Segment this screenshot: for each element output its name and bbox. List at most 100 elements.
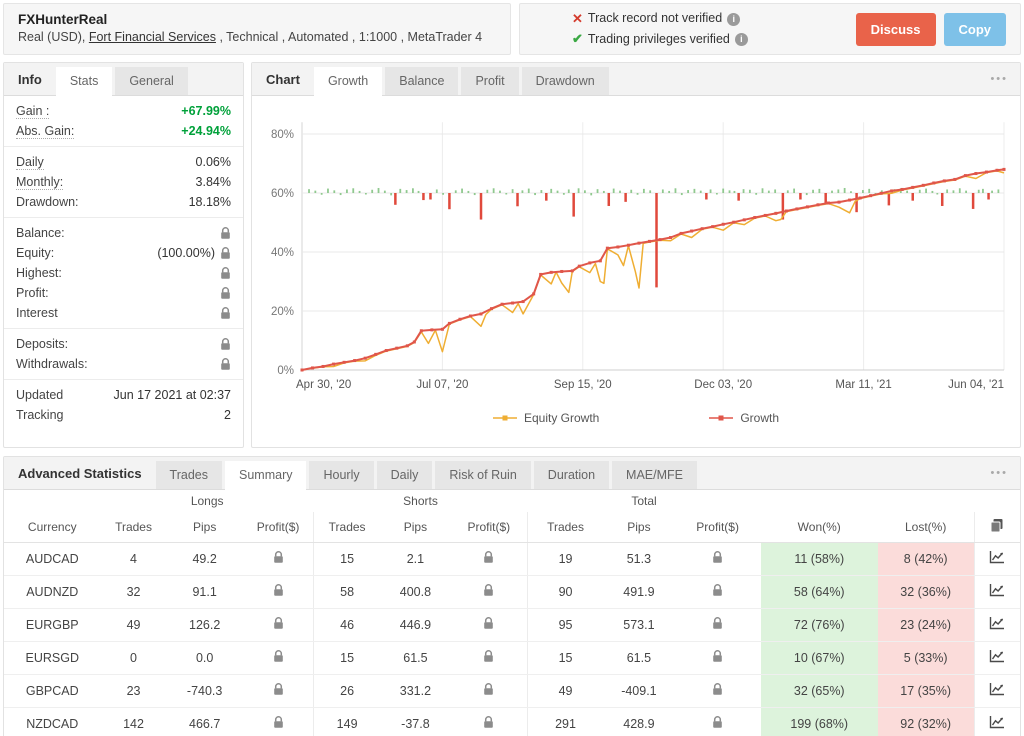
stat-row-daily: Daily 0.06% xyxy=(4,152,243,172)
growth-chart[interactable]: 0% 20% 40% 60% 80% Apr 30, '20 Jul 07, '20 Sep … xyxy=(256,104,1016,402)
chart-panel-title: Chart xyxy=(266,72,300,88)
track-record-text: Track record not verified xyxy=(587,11,723,26)
growth-chart-area: 0% 20% 40% 60% 80% Apr 30, '20 Jul 07, '20 Sep … xyxy=(252,96,1020,425)
stat-label: Drawdown: xyxy=(16,195,79,210)
info-panel: Info Stats General Gain : +67.99% Abs. Gain… xyxy=(3,62,244,449)
tab-hourly[interactable]: Hourly xyxy=(309,461,374,490)
longs-pips-cell: 126.2 xyxy=(166,608,243,642)
total-pips-cell: 573.1 xyxy=(603,608,675,642)
svg-text:40%: 40% xyxy=(271,247,294,259)
longs-trades-cell: 32 xyxy=(100,575,167,609)
tab-drawdown[interactable]: Drawdown xyxy=(521,67,609,96)
tab-general[interactable]: General xyxy=(115,67,188,96)
stat-value xyxy=(220,226,231,240)
currency-cell[interactable]: NZDCAD xyxy=(4,707,101,736)
row-chart-icon[interactable] xyxy=(989,715,1005,729)
stat-row-abs-gain: Abs. Gain: +24.94% xyxy=(4,121,243,141)
row-chart-icon[interactable] xyxy=(989,550,1005,564)
chart-options-menu-icon[interactable]: ••• xyxy=(990,73,1008,86)
lost-cell: 23 (24%) xyxy=(877,608,975,642)
currency-cell[interactable]: AUDNZD xyxy=(4,575,101,609)
check-icon: ✔ xyxy=(572,31,583,47)
lock-icon xyxy=(273,649,283,662)
stat-value xyxy=(220,337,231,351)
row-chart-icon[interactable] xyxy=(989,583,1005,597)
summary-row-audnzd: AUDNZD 32 91.1 58 400.8 90 491.9 58 (64%) 32 (36… xyxy=(4,575,1020,609)
advanced-statistics-title: Advanced Statistics xyxy=(18,466,142,482)
summary-row-eursgd: EURSGD 0 0.0 15 61.5 15 61.5 10 (67%) 5 (33%) xyxy=(4,641,1020,675)
stat-row-withdrawals: Withdrawals: xyxy=(4,354,243,374)
info-tab-strip: Stats General xyxy=(55,63,191,97)
column-header-pips-2: Pips xyxy=(166,512,243,543)
row-chart-icon[interactable] xyxy=(989,616,1005,630)
tab-trades[interactable]: Trades xyxy=(155,461,222,490)
longs-trades-cell: 142 xyxy=(100,707,167,736)
total-profit-cell xyxy=(674,608,761,642)
total-trades-cell: 90 xyxy=(526,575,604,609)
tab-duration[interactable]: Duration xyxy=(533,461,610,490)
tab-daily[interactable]: Daily xyxy=(376,461,433,490)
header-actions: Discuss Copy xyxy=(855,12,1006,46)
stat-row-highest: Highest: xyxy=(4,263,243,283)
stat-value: Jun 17 2021 at 02:37 xyxy=(113,388,231,403)
account-summary: FXHunterReal Real (USD), Fort Financial … xyxy=(3,3,511,56)
stat-label: Withdrawals: xyxy=(16,357,88,372)
advanced-statistics-panel: Advanced Statistics Trades Summary Hourly D… xyxy=(3,456,1021,736)
row-chart-icon[interactable] xyxy=(989,682,1005,696)
summary-row-nzdcad: NZDCAD 142 466.7 149 -37.8 291 428.9 199 (68%) 9… xyxy=(4,707,1020,736)
currency-cell[interactable]: EURSGD xyxy=(4,641,101,675)
compare-icon[interactable] xyxy=(990,518,1004,533)
stats-list: Gain : +67.99% Abs. Gain: +24.94% Daily 0.06%… xyxy=(4,96,243,430)
shorts-trades-cell: 149 xyxy=(313,707,380,736)
won-cell: 32 (65%) xyxy=(760,674,878,708)
tab-stats[interactable]: Stats xyxy=(55,67,113,97)
privileges-text: Trading privileges verified xyxy=(587,31,730,46)
info-icon[interactable]: i xyxy=(727,12,741,26)
lock-icon xyxy=(221,357,230,370)
lock-icon xyxy=(273,550,283,563)
legend-item-growth[interactable]: Growth xyxy=(709,411,779,425)
copy-button[interactable]: Copy xyxy=(943,12,1006,46)
tab-risk-of-ruin[interactable]: Risk of Ruin xyxy=(435,461,531,490)
chart-panel-tabs: Chart Growth Balance Profit Drawdown ••• xyxy=(252,63,1020,97)
summary-row-audcad: AUDCAD 4 49.2 15 2.1 19 51.3 11 (58%) 8 (42%) xyxy=(4,542,1020,576)
currency-cell[interactable]: EURGBP xyxy=(4,608,101,642)
tab-summary[interactable]: Summary xyxy=(225,461,307,491)
longs-pips-cell: -740.3 xyxy=(166,674,243,708)
broker-link[interactable]: Fort Financial Services xyxy=(88,30,216,44)
subtitle-prefix: Real (USD), xyxy=(18,30,89,44)
stat-group: Daily 0.06% Monthly: 3.84% Drawdown: 18.18% xyxy=(4,146,243,217)
shorts-trades-cell: 46 xyxy=(313,608,380,642)
stat-group: Deposits: Withdrawals: xyxy=(4,328,243,379)
tab-growth[interactable]: Growth xyxy=(313,67,383,97)
longs-profit-cell xyxy=(242,575,314,609)
stat-row-drawdown: Drawdown: 18.18% xyxy=(4,192,243,212)
stat-row-equity: Equity: (100.00%) xyxy=(4,243,243,263)
svg-text:Jun 04, '21: Jun 04, '21 xyxy=(948,379,1004,391)
currency-cell[interactable]: AUDCAD xyxy=(4,542,101,576)
info-icon[interactable]: i xyxy=(734,32,748,46)
lock-icon xyxy=(713,583,722,596)
stat-value xyxy=(220,306,231,320)
shorts-pips-cell: 331.2 xyxy=(379,674,451,708)
advanced-tab-strip: Trades Summary Hourly Daily Risk of Ruin Dura… xyxy=(155,457,700,491)
verification-and-actions: ✕ Track record not verified i ✔ Trading … xyxy=(519,3,1021,56)
tab-balance[interactable]: Balance xyxy=(385,67,459,96)
svg-text:Dec 03, '20: Dec 03, '20 xyxy=(694,379,752,391)
total-profit-cell xyxy=(674,674,761,708)
discuss-button[interactable]: Discuss xyxy=(855,12,936,46)
stat-label: Monthly: xyxy=(16,174,64,190)
tab-profit[interactable]: Profit xyxy=(461,67,519,96)
lock-icon xyxy=(484,616,494,629)
advanced-options-menu-icon[interactable]: ••• xyxy=(990,467,1008,480)
longs-trades-cell: 0 xyxy=(100,641,167,675)
stat-row-balance: Balance: xyxy=(4,223,243,243)
row-chart-icon[interactable] xyxy=(989,649,1005,663)
tab-mae-mfe[interactable]: MAE/MFE xyxy=(612,461,697,490)
stat-value xyxy=(220,266,231,280)
stat-value: 0.06% xyxy=(195,155,231,170)
summary-table: Longs Shorts Total Currency Trades Pips Profit… xyxy=(4,490,1020,736)
currency-cell[interactable]: GBPCAD xyxy=(4,674,101,708)
lock-icon xyxy=(484,583,494,596)
legend-item-equity-growth[interactable]: Equity Growth xyxy=(492,411,599,425)
